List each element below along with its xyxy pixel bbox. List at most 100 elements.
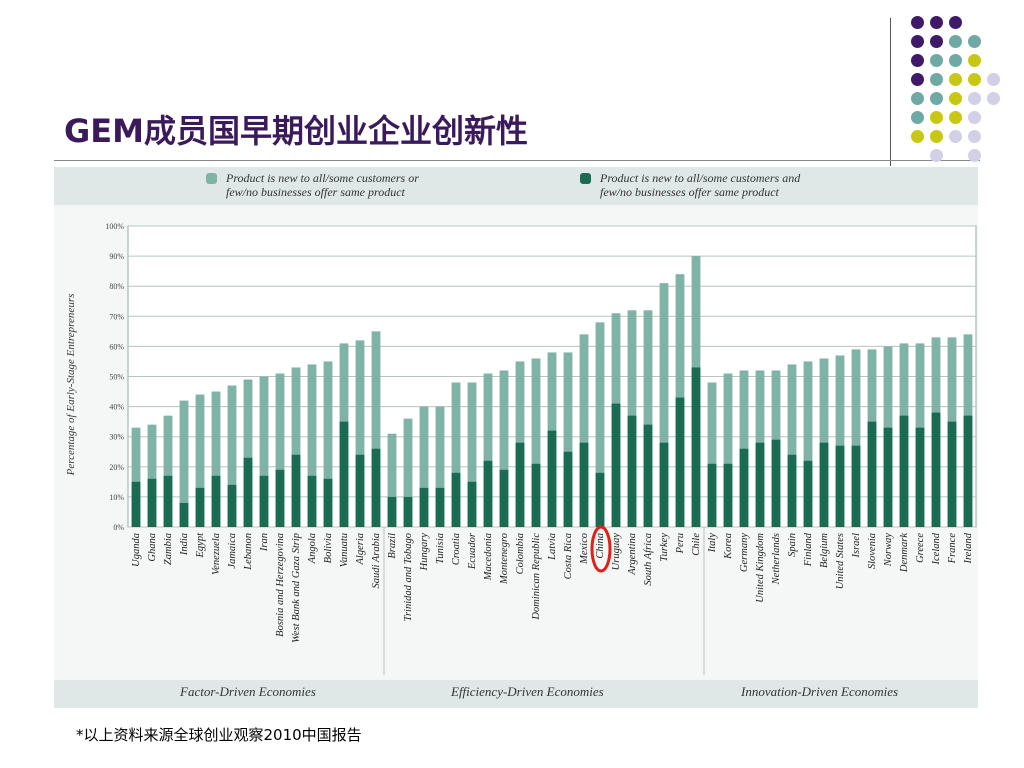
x-tick-label: Costa Rica <box>563 533 574 579</box>
decorative-dot <box>968 73 981 86</box>
bar-dark <box>515 442 525 527</box>
economy-groups-bar <box>54 680 978 708</box>
decorative-dot <box>911 35 924 48</box>
chart-area: 0% 10% 20% 30% 40% 50% 60% 70% 80% 90% 100% Percent… <box>54 205 978 680</box>
decorative-dot <box>911 73 924 86</box>
decorative-dot-grid <box>900 12 1020 172</box>
x-tick-label: Denmark <box>899 533 910 573</box>
bar-light <box>531 358 541 527</box>
x-tick-label: Bosnia and Herzegovina <box>275 533 286 637</box>
bar-dark <box>467 481 477 527</box>
bar-light <box>451 382 461 527</box>
bar-light <box>419 406 429 527</box>
source-note: *以上资料来源全球创业观察2010中国报告 <box>76 726 362 744</box>
decorative-vertical-line <box>890 18 891 166</box>
x-tick-label: Egypt <box>195 532 206 559</box>
bar-dark <box>931 412 941 527</box>
x-tick-label: Greece <box>915 533 926 563</box>
bar-light <box>739 370 749 527</box>
y-tick-label: 10% <box>109 493 124 502</box>
y-tick-label: 60% <box>109 342 124 351</box>
x-tick-label: Bolivia <box>323 533 334 563</box>
bar-dark <box>339 421 349 527</box>
legend-label-dark: Product is new to all/some customers and… <box>600 171 800 199</box>
bar-light <box>227 385 237 527</box>
bar-dark <box>387 496 397 527</box>
x-tick-label: Colombia <box>515 533 526 574</box>
x-tick-label: Spain <box>787 533 798 557</box>
decorative-dot <box>968 92 981 105</box>
decorative-dot <box>968 130 981 143</box>
bar-light <box>131 427 141 527</box>
bar-dark <box>595 472 605 527</box>
bar-dark <box>659 442 669 527</box>
bar-dark <box>451 472 461 527</box>
x-tick-label: India <box>179 533 190 556</box>
bar-dark <box>275 469 285 527</box>
x-tick-label: France <box>947 533 958 565</box>
highlight-circle <box>590 525 612 573</box>
decorative-dot <box>968 35 981 48</box>
legend-light-line1: Product is new to all/some customers or <box>226 171 419 185</box>
x-tick-label: China <box>595 533 606 559</box>
bar-dark <box>371 448 381 527</box>
x-tick-label: Italy <box>707 533 718 554</box>
x-tick-label: United States <box>835 533 846 589</box>
bar-dark <box>739 448 749 527</box>
bar-light <box>307 364 317 527</box>
x-tick-label: Netherlands <box>771 533 782 585</box>
x-tick-label: Mexico <box>579 533 590 565</box>
bar-dark <box>691 367 701 527</box>
bar-light <box>643 310 653 527</box>
x-tick-label: Argentina <box>627 533 638 576</box>
bar-light <box>659 283 669 527</box>
bar-light <box>835 355 845 527</box>
legend-light-line2: few/no businesses offer same product <box>226 185 405 199</box>
chart-legend: Product is new to all/some customers or … <box>54 167 978 205</box>
y-tick-label: 80% <box>109 282 124 291</box>
bar-light <box>723 373 733 527</box>
decorative-dot <box>949 16 962 29</box>
bar-dark <box>627 415 637 527</box>
x-tick-label: Chile <box>691 533 702 556</box>
x-tick-label: Trinidad and Tobago <box>403 533 414 621</box>
x-tick-label: Croatia <box>451 533 462 565</box>
bar-dark <box>675 397 685 527</box>
x-tick-label: Zambia <box>163 533 174 565</box>
decorative-dot <box>911 54 924 67</box>
x-tick-label: Uganda <box>131 533 142 567</box>
bar-dark <box>323 478 333 527</box>
bar-light <box>851 349 861 527</box>
x-tick-label: Finland <box>803 532 814 567</box>
decorative-dot <box>949 130 962 143</box>
y-tick-label: 20% <box>109 463 124 472</box>
bar-dark <box>835 445 845 527</box>
legend-dark-line1: Product is new to all/some customers and <box>600 171 801 185</box>
x-tick-label: Algeria <box>355 533 366 566</box>
bar-dark <box>403 496 413 527</box>
decorative-dot <box>930 54 943 67</box>
decorative-dot <box>968 149 981 162</box>
bar-light <box>323 361 333 527</box>
decorative-dot <box>930 149 943 162</box>
x-tick-label: Ireland <box>963 532 974 564</box>
bar-dark <box>195 487 205 527</box>
x-tick-label: Iran <box>259 533 270 552</box>
x-tick-label: West Bank and Gaza Strip <box>291 533 302 643</box>
decorative-dot <box>911 16 924 29</box>
bar-dark <box>579 442 589 527</box>
bar-light <box>355 340 365 527</box>
bar-dark <box>227 484 237 527</box>
bar-light <box>371 331 381 527</box>
bar-dark <box>163 475 173 527</box>
bar-dark <box>531 463 541 527</box>
x-tick-label: Vanuatu <box>339 533 350 567</box>
bar-light <box>787 364 797 527</box>
bar-light <box>291 367 301 527</box>
bar-dark <box>563 451 573 527</box>
x-tick-label: Brazil <box>387 533 398 559</box>
x-tick-label: Ecuador <box>467 532 478 570</box>
x-tick-label: Israel <box>851 533 862 559</box>
decorative-dot <box>949 73 962 86</box>
decorative-dot <box>949 54 962 67</box>
